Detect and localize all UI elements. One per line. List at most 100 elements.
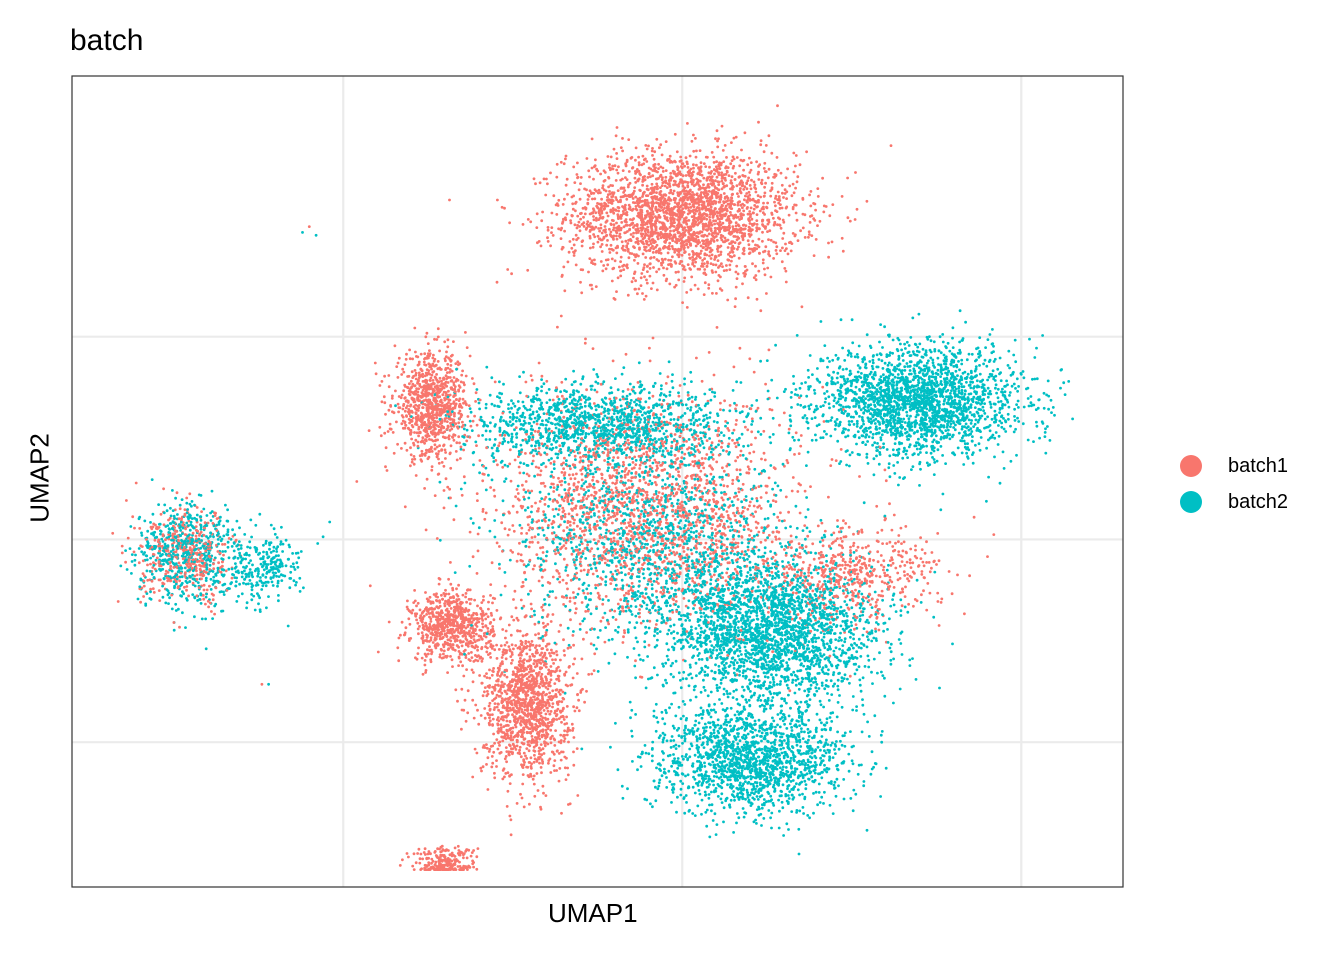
point-batch1 [435, 445, 439, 449]
point-batch1 [690, 477, 694, 480]
point-batch2 [975, 379, 979, 383]
point-batch2 [747, 609, 751, 612]
point-batch1 [937, 624, 941, 627]
point-batch1 [471, 775, 475, 779]
point-batch2 [733, 798, 736, 802]
point-batch1 [752, 211, 755, 215]
point-batch2 [275, 536, 279, 539]
point-batch2 [675, 728, 679, 732]
point-batch1 [446, 345, 450, 349]
point-batch2 [715, 686, 719, 690]
point-batch2 [661, 758, 665, 762]
point-batch1 [416, 355, 420, 359]
point-batch1 [496, 198, 499, 202]
point-batch1 [597, 540, 600, 543]
point-batch2 [712, 646, 716, 649]
point-batch2 [879, 795, 882, 798]
point-batch2 [819, 703, 823, 707]
point-batch1 [427, 612, 431, 615]
point-batch2 [609, 570, 613, 574]
point-batch1 [601, 269, 605, 273]
point-batch2 [644, 439, 648, 442]
point-batch2 [667, 360, 671, 364]
point-batch1 [491, 625, 495, 628]
point-batch2 [506, 464, 510, 468]
point-batch2 [746, 793, 750, 797]
point-batch2 [833, 427, 837, 431]
point-batch2 [657, 736, 661, 740]
point-batch2 [174, 602, 178, 606]
point-batch1 [429, 620, 433, 623]
point-batch1 [488, 632, 491, 636]
point-batch1 [563, 515, 567, 519]
point-batch2 [252, 594, 256, 598]
point-batch2 [595, 373, 599, 376]
point-batch2 [855, 353, 859, 356]
point-batch1 [854, 588, 857, 592]
data-points [111, 104, 1074, 871]
point-batch1 [743, 131, 747, 135]
point-batch2 [193, 584, 197, 588]
point-batch1 [766, 564, 770, 567]
point-batch2 [946, 428, 950, 432]
point-batch1 [187, 594, 191, 598]
point-batch1 [637, 163, 641, 167]
point-batch2 [611, 615, 615, 619]
point-batch2 [919, 451, 922, 454]
point-batch2 [778, 542, 782, 545]
point-batch2 [813, 392, 817, 395]
point-batch1 [615, 152, 618, 155]
point-batch1 [730, 196, 733, 200]
point-batch2 [875, 353, 879, 357]
point-batch1 [664, 621, 668, 625]
point-batch1 [927, 561, 931, 564]
point-batch2 [722, 820, 725, 824]
point-batch2 [681, 700, 685, 703]
point-batch2 [646, 582, 650, 586]
point-batch1 [666, 522, 670, 525]
point-batch2 [710, 803, 714, 807]
point-batch1 [552, 476, 555, 479]
point-batch1 [431, 356, 435, 360]
point-batch2 [849, 730, 852, 733]
point-batch2 [665, 581, 668, 585]
point-batch1 [438, 601, 442, 604]
point-batch1 [662, 588, 665, 592]
point-batch1 [797, 452, 801, 455]
point-batch1 [716, 259, 720, 262]
point-batch2 [774, 755, 778, 759]
point-batch1 [881, 542, 884, 545]
point-batch1 [588, 526, 591, 529]
point-batch1 [626, 293, 630, 297]
point-batch2 [666, 477, 670, 480]
point-batch1 [175, 491, 179, 495]
point-batch1 [879, 554, 883, 557]
point-batch1 [438, 655, 442, 659]
point-batch2 [836, 678, 840, 682]
point-batch2 [222, 534, 226, 538]
point-batch2 [702, 534, 706, 538]
point-batch2 [484, 402, 488, 406]
point-batch1 [572, 521, 576, 525]
point-batch1 [475, 625, 479, 628]
point-batch2 [707, 775, 711, 778]
point-batch1 [626, 602, 629, 606]
point-batch2 [831, 684, 835, 688]
point-batch2 [643, 645, 647, 649]
point-batch2 [633, 440, 637, 444]
point-batch2 [825, 432, 828, 436]
point-batch2 [180, 583, 183, 587]
point-batch2 [874, 630, 878, 633]
point-batch2 [843, 359, 847, 362]
point-batch1 [707, 286, 711, 290]
point-batch1 [491, 669, 494, 673]
point-batch1 [486, 615, 490, 619]
point-batch2 [785, 683, 789, 687]
point-batch2 [659, 734, 662, 737]
point-batch2 [720, 639, 723, 643]
point-batch1 [683, 452, 687, 456]
point-batch1 [902, 540, 906, 544]
point-batch1 [471, 419, 475, 423]
point-batch2 [1049, 398, 1053, 402]
point-batch2 [257, 602, 260, 606]
